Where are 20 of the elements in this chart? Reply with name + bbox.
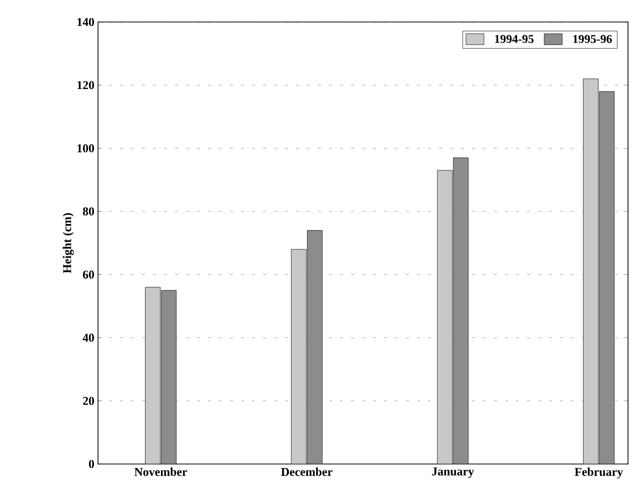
legend-label: 1994-95: [495, 35, 534, 44]
bar: [291, 249, 306, 464]
bar: [583, 78, 599, 464]
y-tick-label: 40: [82, 334, 94, 342]
bar: [145, 286, 160, 464]
y-tick-label: 120: [78, 81, 94, 90]
y-tick-label: 60: [82, 270, 94, 279]
y-tick-label: 80: [82, 207, 94, 216]
x-tick-label: February: [574, 468, 623, 478]
x-tick-label: January: [432, 468, 474, 478]
y-tick-label: 0: [88, 460, 94, 468]
x-tick-label: December: [281, 468, 332, 476]
bar: [437, 170, 452, 464]
y-tick-label: 20: [83, 396, 94, 405]
bar: [307, 230, 322, 464]
y-tick-label: 140: [78, 18, 94, 26]
legend-label: 1995-96: [573, 35, 612, 44]
x-tick-label: November: [134, 468, 188, 476]
y-axis-title: Height (cm): [62, 213, 74, 274]
y-tick-label: 100: [78, 144, 94, 152]
